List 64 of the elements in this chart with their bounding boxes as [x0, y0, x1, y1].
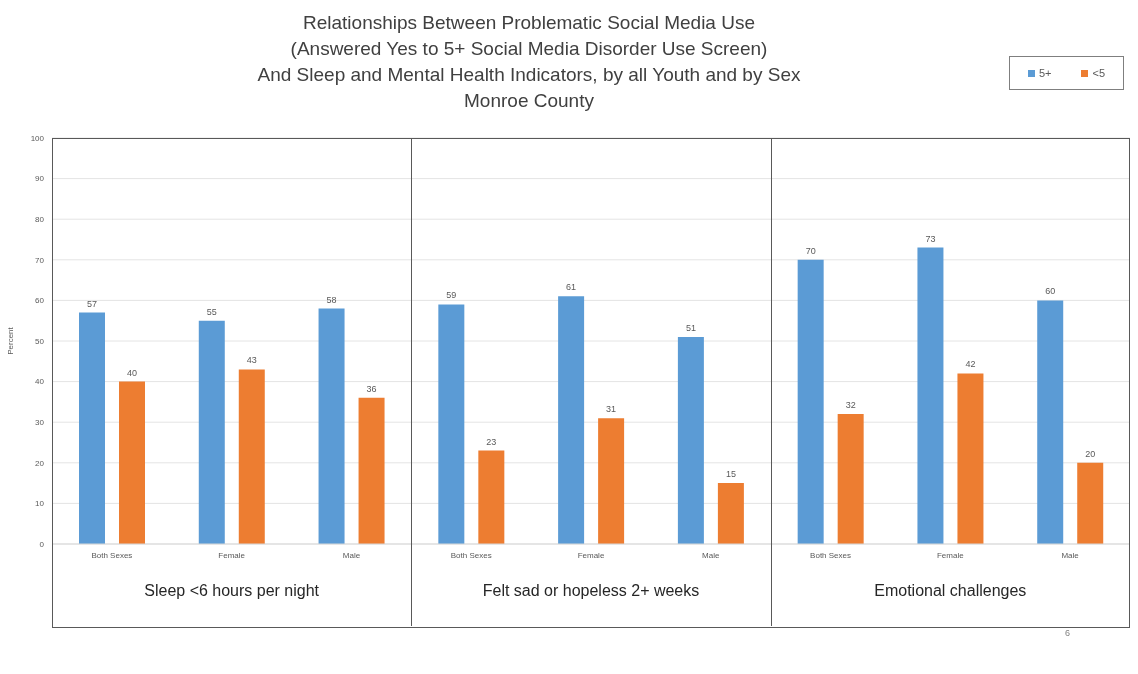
- y-tick-label: 10: [35, 499, 45, 509]
- data-label: 51: [685, 322, 696, 333]
- data-label: 70: [805, 245, 816, 256]
- bar: [238, 369, 265, 544]
- bar: [1037, 300, 1064, 544]
- bar: [478, 450, 505, 544]
- y-tick-label: 40: [35, 377, 45, 387]
- data-label: 31: [606, 404, 617, 415]
- x-tick-label: Male: [702, 550, 720, 560]
- y-tick-label: 50: [35, 336, 45, 346]
- chart-title: Relationships Between Problematic Social Media Use (Answered Yes to 5+ Social Media Disorder Use Screen) And Sleep and Mental Health Indicators, by all Youth and by Sex Monroe County: [257, 12, 801, 111]
- data-label: 36: [366, 383, 377, 394]
- bar: [358, 397, 385, 544]
- y-tick-label: 0: [39, 539, 45, 549]
- bar: [438, 304, 465, 544]
- bar: [79, 312, 105, 544]
- x-tick-label: Both Sexes: [91, 550, 133, 560]
- bar: [198, 320, 225, 544]
- bar: [598, 418, 625, 544]
- data-label: 40: [126, 367, 138, 378]
- y-tick-label: 20: [35, 458, 45, 468]
- bar: [1077, 462, 1104, 544]
- x-tick-label: Female: [577, 550, 605, 560]
- y-tick-label: 30: [35, 418, 45, 428]
- bar: [677, 336, 704, 544]
- text: Sleep <6 hours per night: [143, 582, 321, 600]
- x-tick-label: Both Sexes: [450, 550, 492, 560]
- legend-label: <5: [1091, 67, 1105, 79]
- data-label: 15: [725, 469, 736, 480]
- y-tick-label: 100: [30, 133, 45, 143]
- text: Emotional challenges: [873, 582, 1028, 600]
- bar: [717, 483, 744, 544]
- data-label: 20: [1085, 448, 1096, 459]
- legend-label: 5+: [1037, 67, 1052, 79]
- x-tick-label: Male: [342, 550, 361, 560]
- bar: [837, 414, 864, 544]
- data-label: 61: [566, 282, 577, 293]
- data-label: 23: [486, 436, 497, 447]
- x-tick-label: Both Sexes: [810, 550, 852, 560]
- bar: [957, 373, 984, 544]
- y-tick-label: 70: [35, 255, 45, 265]
- y-tick-label: 80: [35, 215, 45, 225]
- x-tick-label: Female: [936, 550, 965, 560]
- data-label: 59: [446, 290, 457, 301]
- data-label: 55: [206, 306, 217, 317]
- x-tick-label: Female: [218, 550, 246, 560]
- data-label: 73: [925, 233, 936, 244]
- bar: [797, 259, 824, 544]
- bar: [917, 247, 944, 544]
- bar: [119, 381, 145, 544]
- bar: [558, 296, 585, 544]
- data-label: 60: [1045, 286, 1056, 297]
- data-label: 32: [845, 400, 856, 411]
- data-label: 57: [86, 298, 98, 309]
- x-tick-label: Male: [1061, 550, 1080, 560]
- data-label: 43: [246, 355, 257, 366]
- text: 6: [1064, 628, 1070, 638]
- data-label: 58: [326, 294, 337, 305]
- y-axis-title: Percent: [5, 326, 15, 355]
- text: Felt sad or hopeless 2+ weeks: [481, 582, 701, 600]
- y-tick-label: 90: [35, 174, 45, 184]
- bar: [318, 308, 345, 544]
- y-tick-label: 60: [35, 296, 45, 306]
- data-label: 42: [965, 359, 976, 370]
